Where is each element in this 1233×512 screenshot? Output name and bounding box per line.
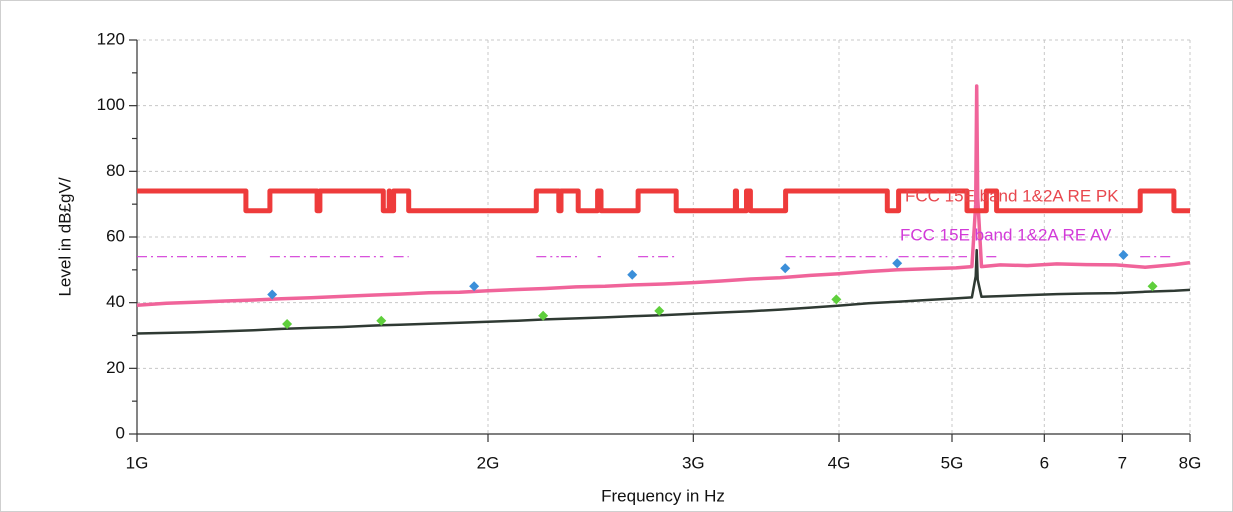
series-line: [137, 188, 1190, 214]
marker: [376, 315, 387, 326]
series-line: [136, 248, 1191, 335]
x-tick-label: 2G: [477, 453, 500, 472]
x-tick-label: 3G: [682, 453, 705, 472]
y-axis-label: Level in dB£gV/: [55, 177, 74, 296]
marker: [469, 281, 480, 292]
y-tick-label: 20: [106, 358, 125, 377]
y-tick-label: 60: [106, 226, 125, 245]
marker: [831, 294, 842, 305]
y-tick-label: 120: [97, 29, 125, 48]
y-tick-label: 40: [106, 292, 125, 311]
x-axis-label: Frequency in Hz: [601, 486, 725, 505]
marker: [627, 269, 638, 280]
x-tick-label: 5G: [941, 453, 964, 472]
y-tick-label: 80: [106, 161, 125, 180]
marker: [282, 319, 293, 330]
series-line: [136, 84, 1191, 308]
annotation: FCC 15E band 1&2A RE PK: [905, 186, 1119, 205]
marker: [780, 263, 791, 274]
x-tick-label: 6: [1040, 453, 1049, 472]
marker: [1147, 281, 1158, 292]
x-tick-label: 7: [1118, 453, 1127, 472]
marker: [1118, 250, 1129, 261]
marker: [892, 258, 903, 269]
marker: [654, 305, 665, 316]
y-tick-label: 0: [116, 423, 125, 442]
x-tick-label: 8G: [1179, 453, 1202, 472]
y-tick-label: 100: [97, 95, 125, 114]
annotation: FCC 15E band 1&2A RE AV: [900, 225, 1112, 244]
x-tick-label: 4G: [828, 453, 851, 472]
x-tick-label: 1G: [126, 453, 149, 472]
marker: [267, 289, 278, 300]
marker: [538, 310, 549, 321]
